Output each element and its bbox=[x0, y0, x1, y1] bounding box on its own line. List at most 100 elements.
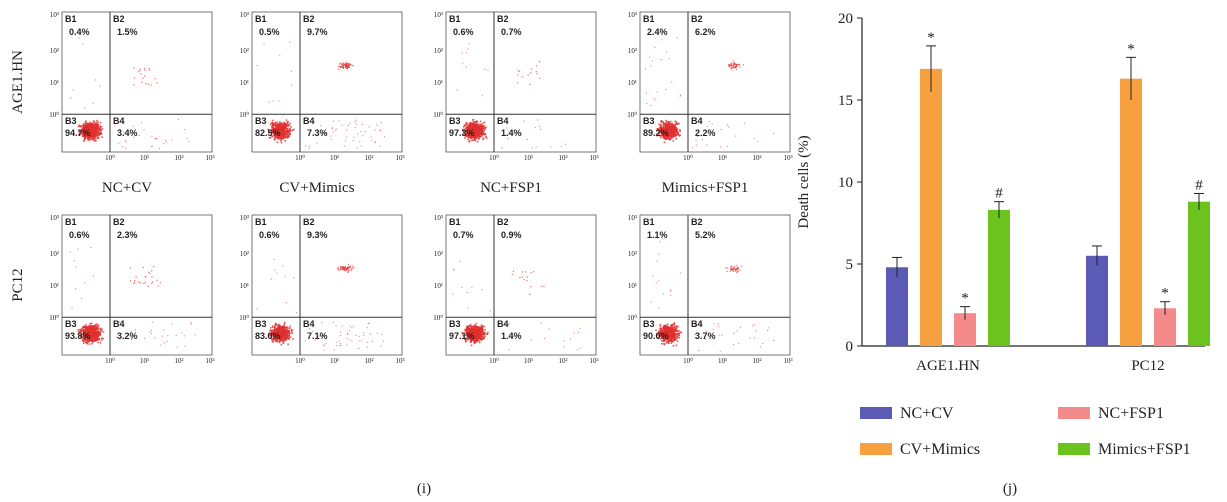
event-dot bbox=[335, 341, 337, 343]
event-dot bbox=[285, 331, 287, 333]
event-dot bbox=[278, 327, 281, 329]
event-dot bbox=[670, 127, 672, 129]
event-dot bbox=[578, 331, 580, 333]
event-dot bbox=[271, 123, 274, 125]
event-dot bbox=[476, 339, 479, 342]
event-dot bbox=[89, 330, 92, 332]
event-dot bbox=[131, 339, 133, 341]
event-dot bbox=[82, 332, 84, 335]
event-dot bbox=[695, 139, 697, 141]
event-dot bbox=[371, 139, 373, 141]
event-dot bbox=[284, 140, 286, 142]
event-dot bbox=[473, 334, 476, 336]
event-dot bbox=[274, 334, 277, 337]
event-dot bbox=[271, 130, 274, 132]
event-dot bbox=[343, 64, 345, 66]
event-dot bbox=[281, 131, 284, 133]
event-dot bbox=[484, 332, 486, 334]
event-dot bbox=[349, 339, 351, 341]
event-dot bbox=[288, 129, 291, 132]
event-dot bbox=[276, 335, 279, 337]
event-dot bbox=[486, 333, 488, 335]
event-dot bbox=[345, 65, 347, 67]
event-dot bbox=[659, 338, 662, 340]
event-dot bbox=[88, 130, 91, 133]
event-dot bbox=[287, 327, 289, 329]
event-dot bbox=[484, 128, 486, 130]
event-dot bbox=[97, 337, 100, 340]
event-dot bbox=[94, 124, 97, 126]
event-dot bbox=[280, 134, 282, 136]
event-dot bbox=[659, 136, 662, 139]
event-dot bbox=[467, 326, 469, 329]
event-dot bbox=[676, 333, 679, 336]
event-dot bbox=[473, 131, 475, 134]
event-dot bbox=[667, 326, 670, 328]
event-dot bbox=[474, 121, 476, 123]
event-dot bbox=[134, 329, 136, 331]
event-dot bbox=[277, 326, 280, 328]
event-dot bbox=[658, 131, 661, 134]
event-dot bbox=[282, 125, 285, 128]
event-dot bbox=[480, 325, 483, 327]
event-dot bbox=[283, 132, 285, 135]
event-dot bbox=[130, 280, 132, 282]
event-dot bbox=[467, 328, 470, 331]
event-dot bbox=[670, 332, 672, 335]
event-dot bbox=[665, 133, 667, 135]
event-dot bbox=[271, 329, 274, 331]
event-dot bbox=[666, 126, 669, 128]
event-dot bbox=[676, 335, 679, 337]
x-tick-label: 10³ bbox=[395, 357, 404, 365]
event-dot bbox=[96, 134, 98, 137]
event-dot bbox=[275, 134, 278, 137]
event-dot bbox=[676, 340, 679, 342]
event-dot bbox=[147, 285, 149, 287]
event-dot bbox=[84, 282, 86, 284]
event-dot bbox=[92, 136, 94, 138]
event-dot bbox=[90, 132, 93, 134]
event-dot bbox=[661, 329, 664, 332]
event-dot bbox=[94, 133, 97, 135]
quadrant-name-b2: B2 bbox=[497, 217, 509, 227]
event-dot bbox=[666, 124, 668, 126]
event-dot bbox=[477, 339, 480, 342]
event-dot bbox=[668, 340, 670, 342]
event-dot bbox=[505, 134, 507, 136]
event-dot bbox=[347, 266, 349, 268]
event-dot bbox=[323, 345, 325, 347]
event-dot bbox=[349, 330, 351, 332]
event-dot bbox=[86, 336, 89, 339]
event-dot bbox=[285, 326, 287, 328]
event-dot bbox=[368, 126, 370, 128]
event-dot bbox=[478, 328, 480, 331]
event-dot bbox=[482, 138, 484, 141]
event-dot bbox=[152, 281, 154, 283]
event-dot bbox=[354, 126, 356, 128]
event-dot bbox=[133, 67, 135, 69]
x-tick-label: 10¹ bbox=[524, 357, 533, 365]
event-dot bbox=[344, 140, 346, 142]
event-dot bbox=[470, 333, 472, 335]
event-dot bbox=[155, 138, 157, 140]
event-dot bbox=[521, 276, 524, 278]
event-dot bbox=[151, 135, 153, 137]
event-dot bbox=[272, 329, 275, 331]
event-dot bbox=[655, 99, 657, 101]
event-dot bbox=[336, 128, 338, 130]
event-dot bbox=[269, 330, 271, 332]
event-dot bbox=[93, 340, 96, 342]
event-dot bbox=[183, 129, 185, 131]
event-dot bbox=[334, 129, 336, 131]
event-dot bbox=[90, 340, 93, 342]
event-dot bbox=[663, 124, 666, 126]
event-dot bbox=[456, 89, 458, 91]
event-dot bbox=[84, 129, 87, 131]
event-dot bbox=[308, 145, 310, 147]
event-dot bbox=[678, 330, 680, 332]
event-dot bbox=[469, 324, 472, 326]
event-dot bbox=[87, 335, 90, 337]
event-dot bbox=[468, 329, 471, 332]
event-dot bbox=[347, 333, 349, 335]
event-dot bbox=[286, 335, 289, 338]
